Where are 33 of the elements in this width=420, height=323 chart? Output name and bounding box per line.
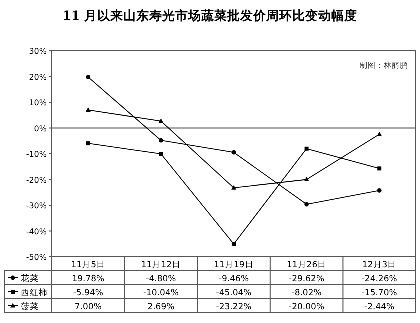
data-label: 2.69% xyxy=(148,302,175,312)
y-tick-label: 0% xyxy=(34,124,48,134)
x-tick-label: 11月19日 xyxy=(214,260,254,270)
data-label: 7.00% xyxy=(74,302,102,312)
x-tick-label: 11月12日 xyxy=(141,260,182,270)
legend-label: 花菜 xyxy=(21,274,39,284)
y-tick-label: -20% xyxy=(26,176,48,185)
data-label: -45.04% xyxy=(216,288,252,298)
y-tick-label: 30% xyxy=(29,47,48,56)
legend-label: 菠菜 xyxy=(21,302,39,312)
data-label: -24.26% xyxy=(362,274,398,284)
data-label: -5.94% xyxy=(73,288,104,298)
x-tick-label: 11月26日 xyxy=(286,260,327,270)
y-tick-label: -30% xyxy=(26,202,48,210)
data-label: -2.44% xyxy=(364,302,395,312)
y-tick-label: -10% xyxy=(26,150,48,159)
y-tick-label: -50% xyxy=(26,253,48,262)
data-label: -4.80% xyxy=(146,274,176,284)
data-label: -8.02% xyxy=(292,288,322,298)
x-tick-label: 11月5日 xyxy=(71,260,106,270)
data-label: -29.62% xyxy=(289,274,325,284)
data-label: -23.22% xyxy=(216,302,252,312)
legend-label: 西红柿 xyxy=(21,288,48,298)
y-tick-label: -40% xyxy=(26,227,48,236)
data-label: -9.46% xyxy=(218,274,250,284)
x-tick-label: 12月3日 xyxy=(362,260,397,270)
data-label: -20.00% xyxy=(289,302,325,312)
data-label: -10.04% xyxy=(143,288,179,298)
y-tick-label: 20% xyxy=(29,72,48,82)
y-tick-label: 10% xyxy=(29,98,48,108)
data-label: 19.78% xyxy=(72,274,105,284)
chart-title: 11 月以来山东寿光市场蔬菜批发价周环比变动幅度 xyxy=(62,8,358,23)
data-label: -15.70% xyxy=(362,288,398,298)
